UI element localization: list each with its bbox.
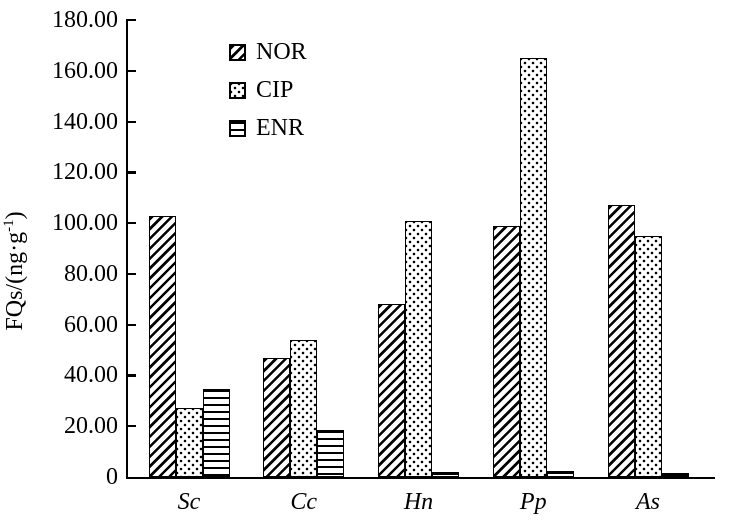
bar-enr-sc bbox=[202, 389, 230, 477]
y-tick-label-60: 60.00 bbox=[64, 311, 118, 338]
x-axis-line bbox=[126, 477, 715, 480]
bar-enr-pp bbox=[546, 470, 574, 477]
bar-enr-hn bbox=[432, 471, 459, 477]
y-axis-title-superscript: -1 bbox=[1, 219, 17, 232]
legend: NOR CIP ENR bbox=[229, 39, 307, 153]
y-tick-180 bbox=[128, 19, 136, 22]
bar-cip-as bbox=[634, 235, 662, 477]
y-tick-40 bbox=[128, 374, 136, 377]
y-tick-label-120: 120.00 bbox=[52, 159, 118, 186]
legend-item-nor: NOR bbox=[229, 39, 307, 66]
bar-nor-pp bbox=[492, 225, 520, 477]
y-tick-label-40: 40.00 bbox=[64, 362, 118, 389]
x-category-label-hn: Hn bbox=[403, 489, 434, 515]
bar-cip-hn bbox=[405, 220, 432, 477]
legend-label-nor: NOR bbox=[256, 39, 307, 65]
y-tick-160 bbox=[128, 69, 136, 72]
bar-nor-sc bbox=[148, 215, 176, 477]
y-tick-20 bbox=[128, 425, 136, 428]
legend-label-cip: CIP bbox=[256, 77, 294, 103]
y-tick-label-180: 180.00 bbox=[52, 7, 118, 33]
legend-swatch-nor-icon bbox=[229, 44, 246, 61]
plot-area bbox=[128, 19, 713, 477]
legend-item-cip: CIP bbox=[229, 77, 307, 104]
bar-cip-sc bbox=[175, 408, 203, 477]
bar-enr-as bbox=[661, 473, 689, 477]
y-tick-label-80: 80.00 bbox=[64, 260, 118, 287]
legend-item-enr: ENR bbox=[229, 115, 307, 142]
bar-enr-cc bbox=[317, 430, 345, 477]
y-tick-label-100: 100.00 bbox=[52, 210, 118, 237]
legend-swatch-enr-icon bbox=[229, 120, 246, 137]
x-category-label-cc: Cc bbox=[290, 489, 318, 515]
y-tick-label-0: 0 bbox=[106, 464, 118, 490]
bar-nor-hn bbox=[378, 304, 405, 477]
y-tick-label-140: 140.00 bbox=[52, 108, 118, 135]
y-tick-100 bbox=[128, 222, 136, 225]
y-tick-80 bbox=[128, 272, 136, 276]
bar-nor-as bbox=[607, 205, 635, 477]
x-category-label-as: As bbox=[636, 489, 660, 515]
bar-cip-cc bbox=[290, 339, 318, 477]
legend-swatch-cip-icon bbox=[229, 82, 246, 99]
y-tick-140 bbox=[128, 120, 136, 123]
x-category-label-sc: Sc bbox=[177, 489, 201, 515]
y-tick-label-160: 160.00 bbox=[52, 57, 118, 84]
y-tick-120 bbox=[128, 171, 136, 174]
x-category-label-pp: Pp bbox=[519, 489, 547, 515]
bar-nor-cc bbox=[263, 357, 291, 477]
y-tick-label-20: 20.00 bbox=[64, 413, 118, 440]
legend-label-enr: ENR bbox=[256, 115, 304, 141]
bar-cip-pp bbox=[519, 58, 547, 477]
y-axis-line bbox=[126, 19, 129, 479]
y-tick-60 bbox=[128, 323, 136, 326]
